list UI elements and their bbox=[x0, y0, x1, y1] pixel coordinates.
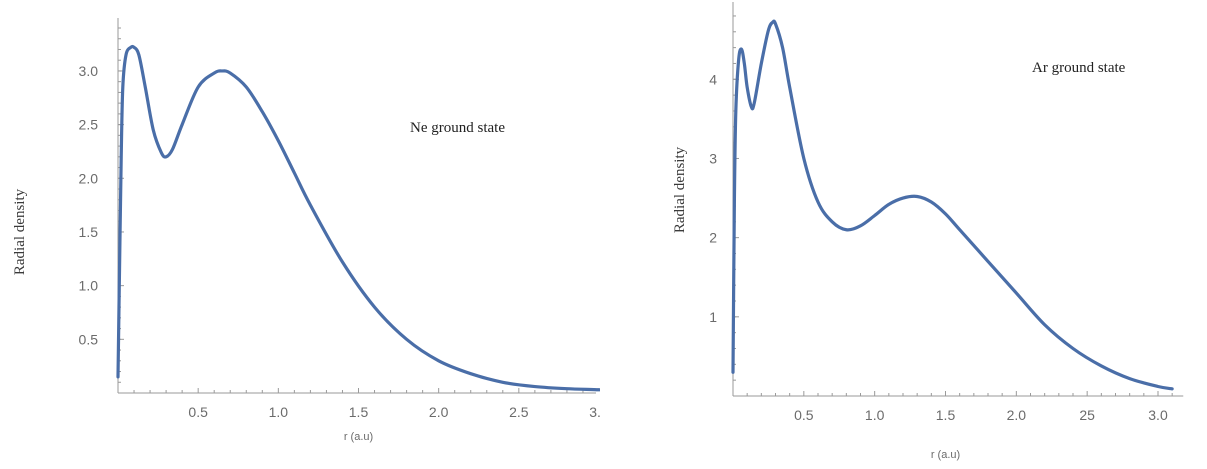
ne-x-tick-label: 3.0 bbox=[589, 404, 600, 420]
ne-y-tick-label: 2.5 bbox=[79, 117, 99, 133]
ne-y-tick-label: 3.0 bbox=[79, 63, 99, 79]
ne-x-tick-label: 2.5 bbox=[509, 404, 529, 420]
ar-x-tick-label: 3.0 bbox=[1148, 407, 1168, 423]
ne-axes bbox=[117, 18, 596, 394]
ar-radial-density-chart: 0.5 1.0 1.5 2.0 25 3.0 1 2 3 4 Radial density r (… bbox=[600, 0, 1207, 469]
ne-x-axis-label: r (a.u) bbox=[344, 431, 373, 443]
ar-x-tick-label: 25 bbox=[1079, 407, 1095, 423]
ne-y-tick-label: 1.0 bbox=[79, 278, 99, 294]
ar-x-tick-label: 0.5 bbox=[794, 407, 814, 423]
ar-tick-labels: 0.5 1.0 1.5 2.0 25 3.0 1 2 3 4 bbox=[709, 71, 1168, 423]
ne-annotation: Ne ground state bbox=[410, 120, 505, 136]
ne-y-tick-label: 2.0 bbox=[79, 170, 99, 186]
ne-ticks bbox=[118, 27, 584, 393]
ar-x-tick-label: 2.0 bbox=[1007, 407, 1027, 423]
ar-density-curve bbox=[731, 19, 1174, 391]
ne-x-tick-label: 0.5 bbox=[188, 404, 208, 420]
ar-x-tick-label: 1.5 bbox=[936, 407, 956, 423]
ar-y-axis-label: Radial density bbox=[672, 146, 688, 233]
ar-x-tick-label: 1.0 bbox=[865, 407, 885, 423]
ne-radial-density-chart: 0.5 1.0 1.5 2.0 2.5 3.0 0.5 1.0 1.5 2.0 2.5 3.0 Rad… bbox=[0, 0, 600, 469]
ne-y-tick-label: 0.5 bbox=[79, 331, 99, 347]
ne-chart-svg: 0.5 1.0 1.5 2.0 2.5 3.0 0.5 1.0 1.5 2.0 2.5 3.0 Rad… bbox=[12, 18, 600, 443]
ar-y-tick-label: 4 bbox=[709, 71, 717, 87]
ne-y-axis-label: Radial density bbox=[12, 188, 28, 275]
ar-x-axis-label: r (a.u) bbox=[931, 449, 960, 461]
ne-x-tick-label: 1.0 bbox=[269, 404, 289, 420]
ar-y-tick-label: 2 bbox=[709, 230, 717, 246]
ne-y-tick-label: 1.5 bbox=[79, 224, 99, 240]
ne-x-tick-label: 2.0 bbox=[429, 404, 449, 420]
ne-x-tick-label: 1.5 bbox=[349, 404, 369, 420]
ar-y-tick-label: 3 bbox=[709, 150, 717, 166]
ne-density-curve bbox=[116, 44, 600, 392]
ar-chart-svg: 0.5 1.0 1.5 2.0 25 3.0 1 2 3 4 Radial density r (… bbox=[672, 2, 1184, 461]
ar-y-tick-label: 1 bbox=[709, 309, 717, 325]
ar-annotation: Ar ground state bbox=[1032, 60, 1126, 76]
ne-tick-labels: 0.5 1.0 1.5 2.0 2.5 3.0 0.5 1.0 1.5 2.0 2.5 3.0 bbox=[79, 63, 600, 420]
